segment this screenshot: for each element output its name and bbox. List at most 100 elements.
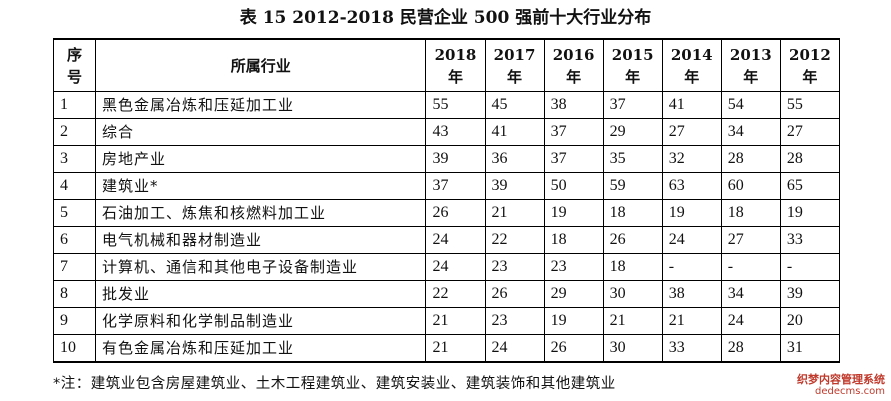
watermark: 织梦内容管理系统 dedecms.com [797, 374, 885, 398]
header-year-value: 2016 [552, 45, 595, 64]
cell-value: 19 [543, 307, 604, 335]
cell-value: - [661, 253, 722, 281]
table-row: 5 石油加工、炼焦和核燃料加工业 26 21 19 18 19 18 19 [52, 199, 841, 227]
row-number: 10 [52, 334, 97, 363]
cell-value: 35 [602, 145, 663, 173]
row-number: 6 [52, 226, 97, 254]
row-number: 3 [52, 145, 97, 173]
cell-value: 26 [484, 280, 545, 308]
row-number: 7 [52, 253, 97, 281]
header-year: 2013 年 [720, 38, 781, 92]
table-row: 10 有色金属冶炼和压延加工业 21 24 26 30 33 28 31 [52, 334, 841, 363]
cell-value: 31 [779, 334, 841, 363]
cell-value: 39 [425, 145, 486, 173]
header-year-suffix: 年 [684, 67, 700, 86]
header-year: 2015 年 [602, 38, 663, 92]
cell-value: 21 [425, 307, 486, 335]
cell-value: 60 [720, 172, 781, 200]
table-row: 2 综合 43 41 37 29 27 34 27 [52, 118, 841, 146]
cell-value: 18 [602, 253, 663, 281]
cell-value: 21 [425, 334, 486, 363]
cell-value: 37 [602, 91, 663, 119]
table-header-row: 序 号 所属行业 2018 年 2017 年 2016 年 2015 年 2014 年 2… [52, 38, 841, 92]
row-number: 5 [52, 199, 97, 227]
header-year-suffix: 年 [743, 67, 759, 86]
header-year-value: 2013 [729, 45, 772, 64]
header-year: 2017 年 [484, 38, 545, 92]
header-year-value: 2012 [789, 45, 831, 64]
header-year-suffix: 年 [447, 67, 463, 86]
cell-value: 59 [602, 172, 663, 200]
cell-value: 36 [484, 145, 545, 173]
cell-value: 32 [661, 145, 722, 173]
cell-value: 24 [661, 226, 722, 254]
table-row: 9 化学原料和化学制品制造业 21 23 19 21 21 24 20 [52, 307, 841, 335]
header-industry: 所属行业 [95, 38, 427, 92]
industry-distribution-table: 序 号 所属行业 2018 年 2017 年 2016 年 2015 年 2014 年 2… [52, 38, 841, 363]
cell-value: 27 [779, 118, 841, 146]
cell-value: 37 [543, 145, 604, 173]
row-industry: 批发业 [95, 280, 427, 308]
row-number: 4 [52, 172, 97, 200]
cell-value: 37 [543, 118, 604, 146]
cell-value: 19 [661, 199, 722, 227]
cell-value: 30 [602, 334, 663, 363]
cell-value: 43 [425, 118, 486, 146]
cell-value: 55 [425, 91, 486, 119]
cell-value: 24 [425, 226, 486, 254]
cell-value: 54 [720, 91, 781, 119]
cell-value: 19 [543, 199, 604, 227]
row-industry: 黑色金属冶炼和压延加工业 [95, 91, 427, 119]
cell-value: 30 [602, 280, 663, 308]
cell-value: 45 [484, 91, 545, 119]
cell-value: 33 [779, 226, 841, 254]
table-row: 4 建筑业* 37 39 50 59 63 60 65 [52, 172, 841, 200]
cell-value: 21 [602, 307, 663, 335]
header-year-suffix: 年 [625, 67, 641, 86]
row-industry: 建筑业* [95, 172, 427, 200]
cell-value: 50 [543, 172, 604, 200]
cell-value: 26 [425, 199, 486, 227]
row-industry: 房地产业 [95, 145, 427, 173]
cell-value: 22 [425, 280, 486, 308]
row-industry: 化学原料和化学制品制造业 [95, 307, 427, 335]
watermark-line1: 织梦内容管理系统 [797, 373, 885, 386]
row-industry: 综合 [95, 118, 427, 146]
cell-value: 18 [602, 199, 663, 227]
row-industry: 电气机械和器材制造业 [95, 226, 427, 254]
cell-value: 21 [484, 199, 545, 227]
table-footnote: *注：建筑业包含房屋建筑业、土木工程建筑业、建筑安装业、建筑装饰和其他建筑业 [53, 376, 616, 392]
cell-value: 18 [543, 226, 604, 254]
cell-value: 22 [484, 226, 545, 254]
header-year: 2016 年 [543, 38, 604, 92]
header-year-value: 2014 [670, 45, 713, 64]
cell-value: 19 [779, 199, 841, 227]
cell-value: 28 [720, 145, 781, 173]
cell-value: 21 [661, 307, 722, 335]
header-year-value: 2018 [434, 45, 477, 64]
cell-value: 39 [484, 172, 545, 200]
row-number: 2 [52, 118, 97, 146]
cell-value: 39 [779, 280, 841, 308]
cell-value: 23 [484, 307, 545, 335]
header-no: 序 号 [52, 38, 97, 92]
row-industry: 石油加工、炼焦和核燃料加工业 [95, 199, 427, 227]
cell-value: - [779, 253, 841, 281]
cell-value: 27 [661, 118, 722, 146]
header-year-suffix: 年 [507, 67, 523, 86]
header-year-suffix: 年 [566, 67, 582, 86]
header-no-bottom: 号 [67, 67, 83, 86]
table-title: 表 15 2012-2018 民营企业 500 强前十大行业分布 [239, 8, 652, 28]
cell-value: 29 [543, 280, 604, 308]
row-number: 8 [52, 280, 97, 308]
cell-value: 20 [779, 307, 841, 335]
cell-value: 29 [602, 118, 663, 146]
cell-value: 26 [543, 334, 604, 363]
row-industry: 有色金属冶炼和压延加工业 [95, 334, 427, 363]
cell-value: 24 [484, 334, 545, 363]
watermark-line2: dedecms.com [815, 386, 885, 397]
row-number: 1 [52, 91, 97, 119]
table-row: 3 房地产业 39 36 37 35 32 28 28 [52, 145, 841, 173]
cell-value: 27 [720, 226, 781, 254]
table-row: 7 计算机、通信和其他电子设备制造业 24 23 23 18 - - - [52, 253, 841, 281]
